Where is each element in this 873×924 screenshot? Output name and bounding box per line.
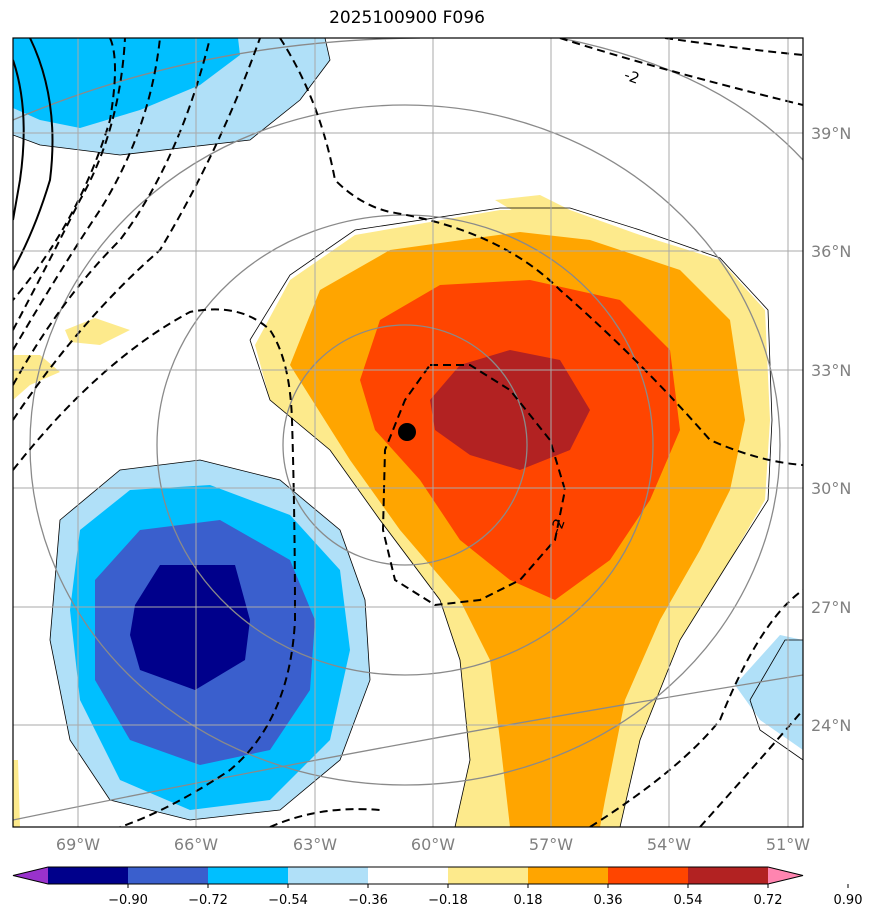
lat-label: 33°N bbox=[811, 361, 851, 380]
colorbar-segment bbox=[288, 867, 369, 884]
colorbar-tick-label: 0.36 bbox=[594, 893, 623, 908]
colorbar-tick-label: 0.90 bbox=[834, 893, 863, 908]
lon-label: 69°W bbox=[56, 835, 100, 854]
colorbar-tick-label: 0.18 bbox=[514, 893, 543, 908]
lon-label: 66°W bbox=[174, 835, 218, 854]
colorbar-outline bbox=[12, 866, 804, 885]
lat-label: 27°N bbox=[811, 598, 851, 617]
colorbar-segment bbox=[688, 867, 769, 884]
lat-labels: 39°N 36°N 33°N 30°N 27°N 24°N bbox=[811, 124, 851, 735]
colorbar-segment bbox=[448, 867, 529, 884]
lat-label: 36°N bbox=[811, 242, 851, 261]
colorbar-tick-label: −0.18 bbox=[428, 893, 468, 908]
anomaly-positive-center bbox=[13, 195, 770, 827]
lon-label: 63°W bbox=[293, 835, 337, 854]
colorbar-tick-label: −0.90 bbox=[108, 893, 148, 908]
colorbar-extend-high bbox=[768, 867, 803, 884]
anomaly-outlines bbox=[13, 38, 803, 827]
anomaly-negative-top-left bbox=[13, 38, 330, 155]
lon-label: 60°W bbox=[411, 835, 455, 854]
colorbar-segment bbox=[368, 867, 449, 884]
chart-title: 2025100900 F096 bbox=[329, 8, 485, 28]
map-frame bbox=[12, 37, 804, 828]
colorbar-tick-label: −0.72 bbox=[188, 893, 228, 908]
lat-label: 30°N bbox=[811, 479, 851, 498]
colorbar-tick-label: 0.72 bbox=[754, 893, 783, 908]
colorbar-tick-label: 0.54 bbox=[674, 893, 703, 908]
map-area: -2 -2 bbox=[13, 38, 803, 827]
colorbar-extend-low bbox=[13, 867, 48, 884]
lon-labels: 69°W 66°W 63°W 60°W 57°W 54°W 51°W bbox=[56, 835, 810, 854]
contour-label-top: -2 bbox=[622, 66, 642, 88]
contour-label-center: -2 bbox=[547, 516, 569, 536]
grid bbox=[13, 38, 803, 827]
colorbar-segment bbox=[128, 867, 209, 884]
grey-contours bbox=[13, 38, 803, 821]
lon-label: 54°W bbox=[647, 835, 691, 854]
colorbar-segment bbox=[48, 867, 129, 884]
lat-label: 39°N bbox=[811, 124, 851, 143]
lon-label: 51°W bbox=[766, 835, 810, 854]
lon-label: 57°W bbox=[529, 835, 573, 854]
solid-contours bbox=[13, 38, 54, 271]
center-marker bbox=[398, 423, 416, 441]
colorbar-tick-label: −0.54 bbox=[268, 893, 308, 908]
colorbar-segment bbox=[528, 867, 609, 884]
colorbar-segment bbox=[208, 867, 289, 884]
colorbar-segment bbox=[608, 867, 689, 884]
colorbar-tick-label: −0.36 bbox=[348, 893, 388, 908]
anomaly-negative-lower-left bbox=[50, 460, 370, 820]
dashed-contours bbox=[13, 38, 803, 827]
colorbar: −0.90 −0.72 −0.54 −0.36 −0.18 0.18 0.36 0.54 0.7… bbox=[12, 866, 863, 908]
anomaly-negative-lower-right bbox=[735, 635, 803, 750]
lat-label: 24°N bbox=[811, 716, 851, 735]
